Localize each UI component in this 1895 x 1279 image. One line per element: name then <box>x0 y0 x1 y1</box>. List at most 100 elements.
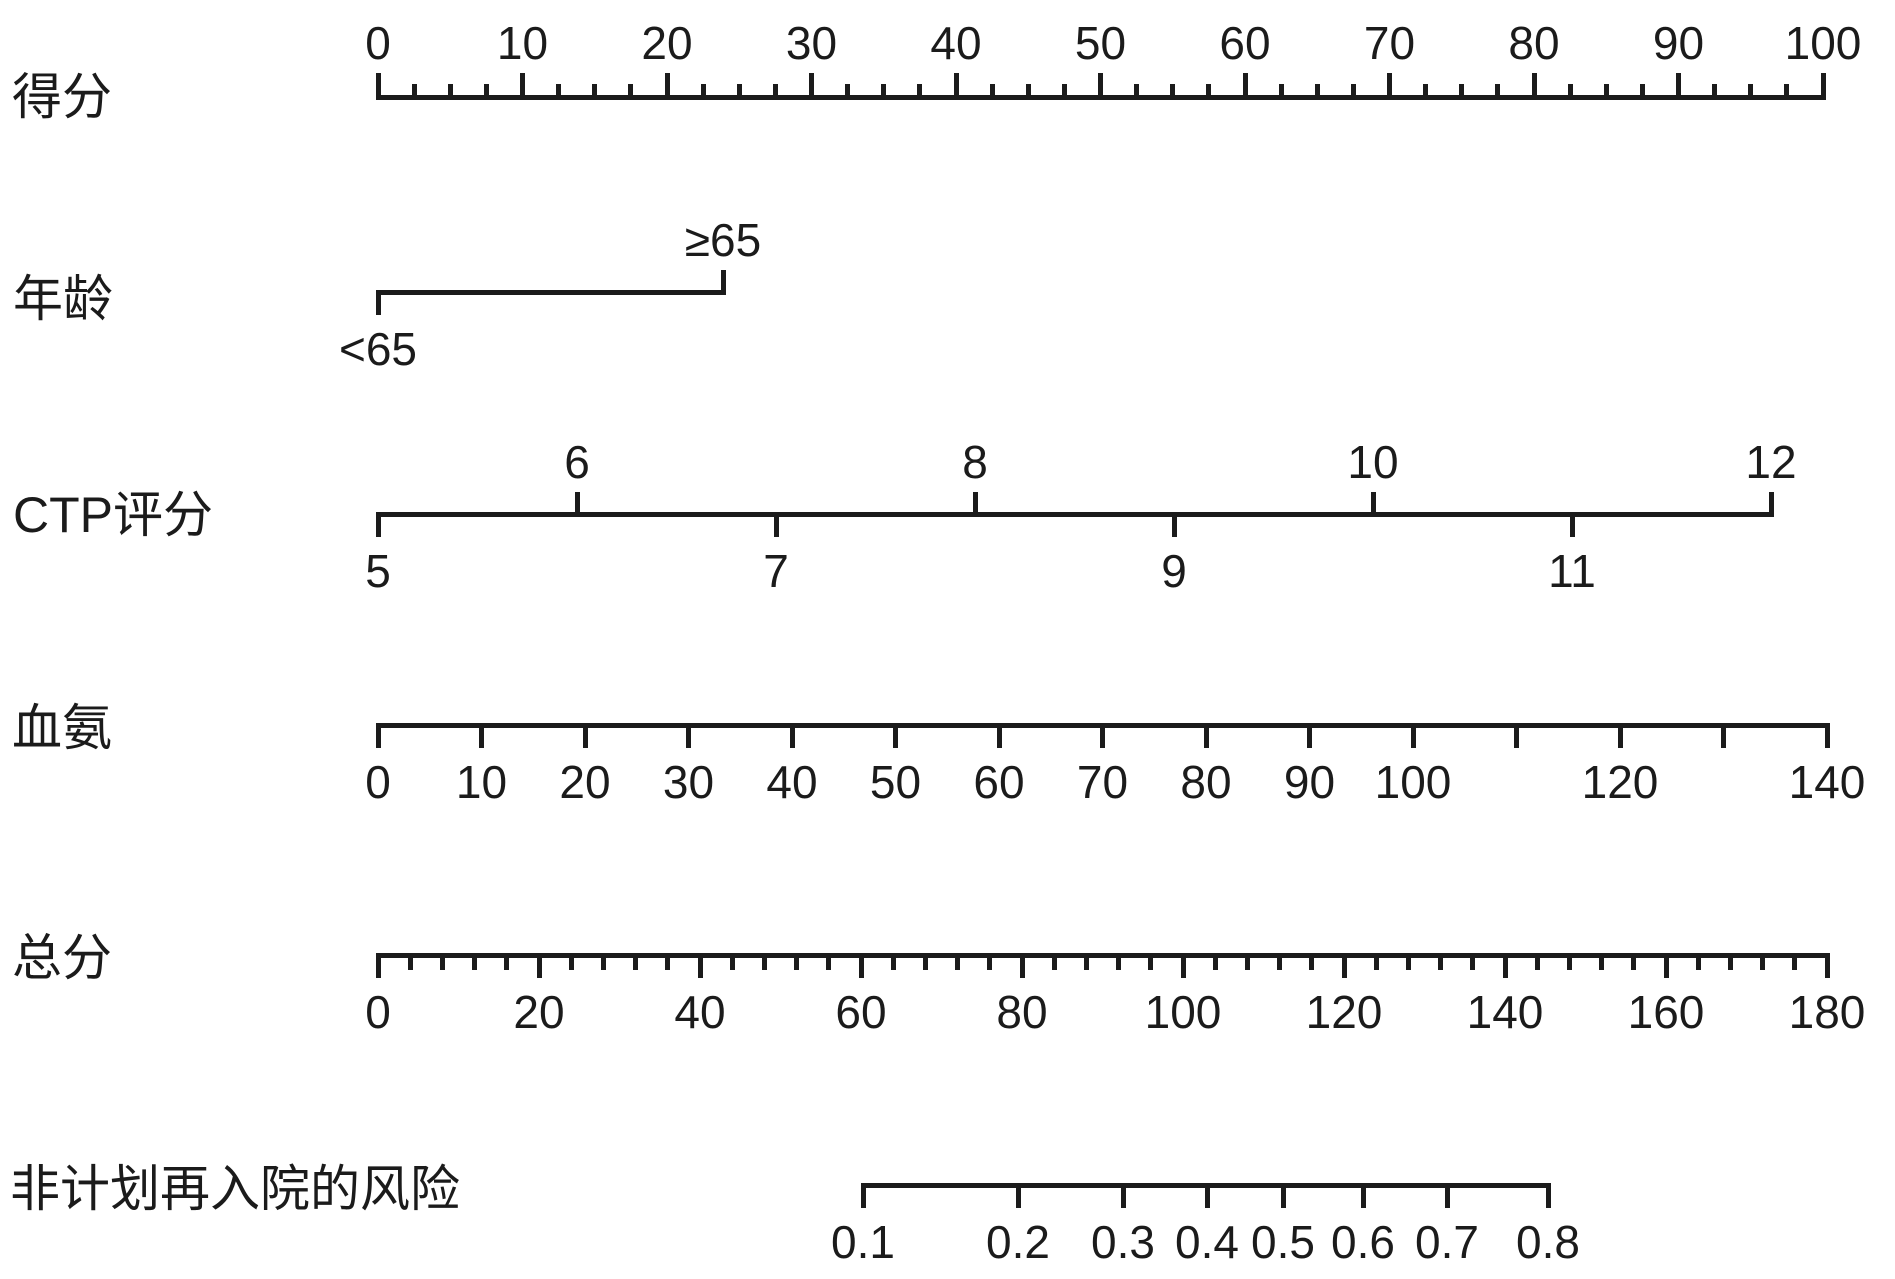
total-tick <box>1631 953 1637 970</box>
risk-tick-label: 0.3 <box>1091 1216 1155 1268</box>
total-tick <box>1534 953 1540 970</box>
ammonia-tick <box>789 723 795 748</box>
total-tick <box>1599 953 1605 970</box>
total-tick <box>1051 953 1057 970</box>
points-tick <box>1712 84 1718 100</box>
points-tick <box>989 84 995 100</box>
row-label-ammonia: 血氨 <box>12 700 112 756</box>
age-tick-label: <65 <box>338 323 418 375</box>
ammonia-tick <box>893 723 898 748</box>
total-tick-label: 180 <box>1788 986 1866 1038</box>
total-tick-label: 120 <box>1305 986 1383 1038</box>
total-tick <box>407 953 413 970</box>
risk-tick-label: 0.2 <box>986 1216 1050 1268</box>
points-tick <box>1784 84 1790 100</box>
ctp-tick-label: 6 <box>564 436 590 488</box>
age-tick <box>720 270 726 295</box>
points-tick <box>628 84 634 100</box>
risk-tick-label: 0.6 <box>1331 1216 1395 1268</box>
ctp-tick <box>574 492 580 517</box>
total-tick <box>858 953 864 978</box>
total-tick <box>1438 953 1444 970</box>
total-tick <box>1470 953 1476 970</box>
points-tick <box>881 84 887 100</box>
points-tick <box>700 84 706 100</box>
ammonia-tick-label: 70 <box>1076 756 1129 808</box>
points-tick <box>1170 84 1176 100</box>
total-tick <box>1341 953 1347 978</box>
points-tick <box>520 73 525 100</box>
total-tick <box>1502 953 1508 978</box>
ctp-tick-label: 9 <box>1161 545 1187 597</box>
ammonia-tick-label: 60 <box>973 756 1025 808</box>
total-tick-label: 60 <box>835 986 887 1038</box>
total-tick <box>761 953 767 970</box>
ammonia-tick <box>1514 723 1519 748</box>
points-tick <box>1423 84 1429 100</box>
ammonia-tick <box>1100 723 1105 748</box>
total-tick <box>536 953 542 978</box>
points-tick-label: 50 <box>1074 17 1127 69</box>
risk-tick-label: 0.8 <box>1516 1216 1580 1268</box>
risk-tick <box>1280 1183 1286 1208</box>
points-tick <box>1206 84 1212 100</box>
points-tick <box>1567 84 1573 100</box>
points-tick <box>1025 84 1031 100</box>
risk-tick <box>1204 1183 1210 1208</box>
points-tick <box>447 84 453 100</box>
ammonia-tick <box>1410 723 1416 748</box>
points-tick-label: 70 <box>1363 17 1416 69</box>
risk-tick <box>1360 1183 1366 1208</box>
ctp-tick <box>972 492 978 517</box>
ammonia-tick-label: 40 <box>766 756 818 808</box>
points-tick <box>1350 84 1356 100</box>
total-tick <box>1727 953 1733 970</box>
ammonia-tick-label: 90 <box>1283 756 1336 808</box>
points-tick <box>1676 73 1681 100</box>
ctp-tick <box>1370 492 1376 517</box>
points-tick <box>772 84 778 100</box>
total-tick <box>1405 953 1411 970</box>
total-tick <box>1019 953 1025 978</box>
total-tick <box>1277 953 1283 970</box>
total-tick <box>1792 953 1798 970</box>
ctp-tick <box>1569 512 1575 537</box>
ammonia-tick-label: 30 <box>662 756 715 808</box>
total-tick-label: 140 <box>1466 986 1544 1038</box>
points-tick <box>556 84 562 100</box>
points-tick <box>1387 73 1392 100</box>
age-tick-label: ≥65 <box>684 214 762 266</box>
points-tick-label: 30 <box>785 17 838 69</box>
points-tick <box>664 73 670 100</box>
points-tick <box>375 73 381 100</box>
total-tick <box>890 953 896 970</box>
total-tick <box>1760 953 1766 970</box>
ammonia-tick-label: 10 <box>455 756 508 808</box>
risk-tick-label: 0.7 <box>1415 1216 1479 1268</box>
ammonia-tick <box>686 723 691 748</box>
points-tick <box>1495 84 1501 100</box>
points-tick <box>1748 84 1754 100</box>
points-tick <box>1639 84 1645 100</box>
ammonia-tick <box>1617 723 1623 748</box>
total-tick <box>633 953 639 970</box>
total-tick <box>794 953 800 970</box>
total-tick <box>987 953 993 970</box>
ctp-tick-label: 7 <box>763 545 789 597</box>
total-tick <box>922 953 928 970</box>
points-tick <box>1820 73 1826 100</box>
points-tick-label: 80 <box>1508 17 1560 69</box>
risk-tick-label: 0.1 <box>831 1216 895 1268</box>
points-tick <box>411 84 417 100</box>
ammonia-tick-label: 0 <box>365 756 391 808</box>
total-tick-label: 100 <box>1144 986 1222 1038</box>
age-tick <box>375 290 381 315</box>
total-tick <box>439 953 445 970</box>
total-tick <box>1116 953 1122 970</box>
total-tick <box>1373 953 1379 970</box>
risk-tick <box>1120 1183 1126 1208</box>
points-tick-label: 40 <box>930 17 982 69</box>
total-tick-label: 80 <box>996 986 1048 1038</box>
points-tick <box>1098 73 1103 100</box>
points-tick <box>1242 73 1248 100</box>
